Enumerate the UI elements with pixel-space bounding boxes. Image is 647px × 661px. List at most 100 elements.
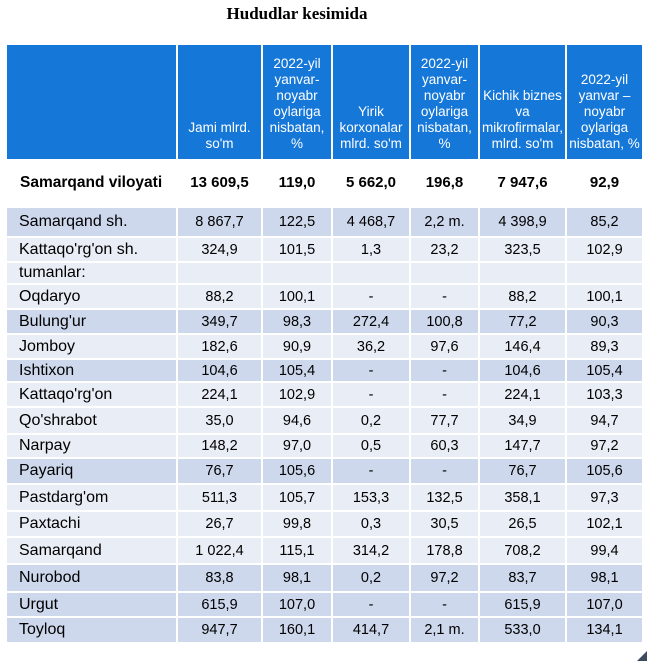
cell-value: 358,1 xyxy=(477,484,568,512)
cell-value: 102,9 xyxy=(565,237,645,263)
cell-value: 5 662,0 xyxy=(331,159,411,208)
cell-value: 30,5 xyxy=(409,511,480,538)
cell-value: 148,2 xyxy=(176,434,263,459)
cell-value: 94,7 xyxy=(565,407,645,435)
cell-value: 2,2 m. xyxy=(409,207,480,238)
cell-value: 105,6 xyxy=(261,458,333,485)
header-region xyxy=(7,45,178,159)
cell-value: 2,1 m. xyxy=(409,617,480,644)
cell-value: 13 609,5 xyxy=(176,159,263,208)
region-name: Oqdaryo xyxy=(7,284,178,310)
cell-value: 122,5 xyxy=(261,207,333,238)
region-name: Bulung'ur xyxy=(7,309,178,335)
cell-value: 414,7 xyxy=(331,617,411,644)
table-row: Paxtachi 26,7 99,8 0,3 30,5 26,5 102,1 xyxy=(7,511,645,538)
region-name: Kattaqo'rg'on sh. xyxy=(7,237,178,263)
table-row: Samarqand sh. 8 867,7 122,5 4 468,7 2,2 m. 4 … xyxy=(7,207,645,238)
region-name: Kattaqo'rg'on xyxy=(7,382,178,408)
table-row: Samarqand 1 022,4 115,1 314,2 178,8 708,2 99,4 xyxy=(7,537,645,565)
table-row: Payariq 76,7 105,6- -76,7 105,6 xyxy=(7,458,645,485)
cell-value: 115,1 xyxy=(261,537,333,565)
cell-value: 98,1 xyxy=(565,564,645,593)
cell-value: 94,6 xyxy=(261,407,333,435)
table-row: Bulung'ur 349,7 98,3 272,4 100,8 77,2 90,3 xyxy=(7,309,645,335)
cell-value: - xyxy=(331,382,411,408)
cell-value: 0,3 xyxy=(331,511,411,538)
cell-value: 224,1 xyxy=(477,382,568,408)
region-name: Samarqand viloyati xyxy=(6,159,178,208)
table-row: Narpay 148,2 97,0 0,5 60,3 147,7 97,2 xyxy=(7,434,645,459)
cell-value: 92,9 xyxy=(565,159,645,208)
cell-value xyxy=(261,262,333,285)
cell-value: 947,7 xyxy=(176,617,263,644)
cell-value: 85,2 xyxy=(565,207,645,238)
cell-value: 100,1 xyxy=(565,284,645,310)
cell-value: 97,3 xyxy=(565,484,645,512)
header-total-pct: 2022-yil yanvar-noyabr oylariga nisbatan… xyxy=(261,45,333,159)
cell-value: 105,4 xyxy=(261,359,333,383)
cell-value: 323,5 xyxy=(477,237,568,263)
region-name: Ishtixon xyxy=(7,359,178,383)
cell-value: - xyxy=(331,592,411,618)
region-name: Samarqand sh. xyxy=(7,207,178,238)
region-name: Pastdarg'om xyxy=(7,484,178,512)
cell-value: 196,8 xyxy=(409,159,480,208)
region-name: Payariq xyxy=(7,458,178,485)
cell-value: 272,4 xyxy=(331,309,411,335)
cell-value: - xyxy=(409,592,480,618)
cell-value: 4 468,7 xyxy=(331,207,411,238)
cell-value: 615,9 xyxy=(176,592,263,618)
cell-value xyxy=(477,262,568,285)
table-row: Oqdaryo 88,2 100,1- -88,2 100,1 xyxy=(7,284,645,310)
cell-value: 26,7 xyxy=(176,511,263,538)
cell-value: 103,3 xyxy=(565,382,645,408)
region-name: Samarqand xyxy=(7,537,178,565)
cell-value: 102,9 xyxy=(261,382,333,408)
cell-value: 708,2 xyxy=(477,537,568,565)
cell-value: 90,3 xyxy=(565,309,645,335)
cell-value: 0,2 xyxy=(331,407,411,435)
cell-value: 76,7 xyxy=(176,458,263,485)
table-row: Kattaqo'rg'on 224,1 102,9- -224,1 103,3 xyxy=(7,382,645,408)
cell-value: 97,2 xyxy=(565,434,645,459)
cell-value: 88,2 xyxy=(477,284,568,310)
cell-value: - xyxy=(331,458,411,485)
cell-value: 7 947,6 xyxy=(477,159,568,208)
cell-value: 36,2 xyxy=(331,334,411,360)
cell-value: 76,7 xyxy=(477,458,568,485)
cell-value: 34,9 xyxy=(477,407,568,435)
cell-value: 511,3 xyxy=(176,484,263,512)
cell-value: 178,8 xyxy=(409,537,480,565)
cell-value: 615,9 xyxy=(477,592,568,618)
cell-value: 0,5 xyxy=(331,434,411,459)
cell-value: 1,3 xyxy=(331,237,411,263)
header-large-enterprises: Yirik korxonalar mlrd. so'm xyxy=(331,45,411,159)
table-row: Jomboy 182,6 90,9 36,2 97,6 146,4 89,3 xyxy=(7,334,645,360)
table-row: Urgut 615,9 107,0- -615,9 107,0 xyxy=(7,592,645,618)
table-row: Pastdarg'om 511,3 105,7 153,3 132,5 358,1 97,3 xyxy=(7,484,645,512)
cell-value: 99,4 xyxy=(565,537,645,565)
cell-value: 153,3 xyxy=(331,484,411,512)
cell-value: 160,1 xyxy=(261,617,333,644)
cell-value: 101,5 xyxy=(261,237,333,263)
table-row: Qo'shrabot 35,0 94,6 0,2 77,7 34,9 94,7 xyxy=(7,407,645,435)
table-title: Hududlar kesimida xyxy=(226,4,368,23)
region-name: Qo'shrabot xyxy=(7,407,178,435)
cell-value: 97,0 xyxy=(261,434,333,459)
table-row: tumanlar: xyxy=(7,262,645,285)
region-name: tumanlar: xyxy=(7,262,178,285)
region-name: Paxtachi xyxy=(7,511,178,538)
region-name: Narpay xyxy=(7,434,178,459)
cell-value: 35,0 xyxy=(176,407,263,435)
cell-value: 104,6 xyxy=(176,359,263,383)
table-row: Nurobod 83,8 98,1 0,2 97,2 83,7 98,1 xyxy=(7,564,645,593)
header-small-pct: 2022-yil yanvar – noyabr oylariga nisbat… xyxy=(565,45,645,159)
cell-value: 1 022,4 xyxy=(176,537,263,565)
cell-value xyxy=(331,262,411,285)
header-small-business: Kichik biznes va mikrofirmalar, mlrd. so… xyxy=(477,45,568,159)
cell-value: 83,8 xyxy=(176,564,263,593)
table-row: Ishtixon 104,6 105,4- -104,6 105,4 xyxy=(7,359,645,383)
cell-value: 324,9 xyxy=(176,237,263,263)
region-name: Nurobod xyxy=(7,564,178,593)
cell-value: 98,3 xyxy=(261,309,333,335)
